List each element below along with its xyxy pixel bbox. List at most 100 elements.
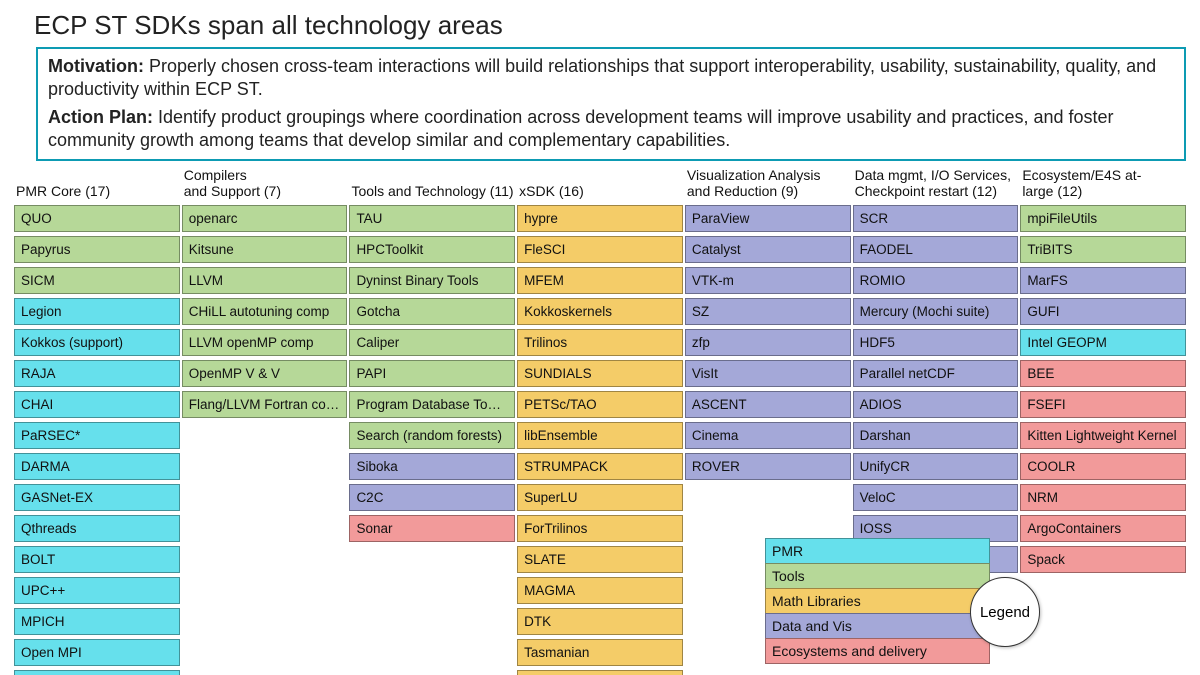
sdk-cell: PETSc/TAO [517,391,683,418]
sdk-cell: Ginkgo [517,670,683,675]
sdk-cell: Search (random forests) [349,422,515,449]
sdk-cell: Spack [1020,546,1186,573]
sdk-cell: CHAI [14,391,180,418]
column-header: Ecosystem/E4S at-large (12) [1022,165,1186,199]
column-header: Tools and Technology (11) [351,165,515,199]
sdk-cell: FSEFI [1020,391,1186,418]
column-header: PMR Core (17) [16,165,180,199]
sdk-cell: GASNet-EX [14,484,180,511]
sdk-cell: Flang/LLVM Fortran comp [182,391,348,418]
sdk-cell: MPICH [14,608,180,635]
sdk-cell: LLVM [182,267,348,294]
sdk-cell: Kitsune [182,236,348,263]
sdk-cell: Kitten Lightweight Kernel [1020,422,1186,449]
sdk-cell: MFEM [517,267,683,294]
sdk-cell: Cinema [685,422,851,449]
legend-badge: Legend [970,577,1040,647]
legend: PMRToolsMath LibrariesData and VisEcosys… [765,538,990,664]
sdk-cell: SCR [853,205,1019,232]
sdk-cell: UPC++ [14,577,180,604]
sdk-cell: hypre [517,205,683,232]
sdk-cell: COOLR [1020,453,1186,480]
sdk-cell: UnifyCR [853,453,1019,480]
sdk-cell: OpenMP V & V [182,360,348,387]
sdk-cell: Gotcha [349,298,515,325]
sdk-cell: Trilinos [517,329,683,356]
sdk-cell: mpiFileUtils [1020,205,1186,232]
sdk-cell: SLATE [517,546,683,573]
sdk-cell: Sonar [349,515,515,542]
sdk-cell: DARMA [14,453,180,480]
legend-item: Data and Vis [765,613,990,638]
sdk-cell: Parallel netCDF [853,360,1019,387]
column: PMR Core (17) QUO Papyrus SICM Legion Kokkos … [14,165,180,675]
sdk-cell: C2C [349,484,515,511]
column-header: Data mgmt, I/O Services, Checkpoint rest… [855,165,1019,199]
legend-item: Math Libraries [765,588,990,613]
column-header: Visualization Analysis and Reduction (9) [687,165,851,199]
sdk-cell: SUNDIALS [517,360,683,387]
page-title: ECP ST SDKs span all technology areas [34,10,1186,41]
sdk-cell: ForTrilinos [517,515,683,542]
sdk-cell: VTK-m [685,267,851,294]
sdk-cell: MarFS [1020,267,1186,294]
sdk-cell: Tasmanian [517,639,683,666]
sdk-cell: ADIOS [853,391,1019,418]
sdk-cell: BEE [1020,360,1186,387]
sdk-cell: PaRSEC* [14,422,180,449]
sdk-cell: Kokkos (support) [14,329,180,356]
sdk-cell: BOLT [14,546,180,573]
sdk-cell: Caliper [349,329,515,356]
sdk-cell: ROMIO [853,267,1019,294]
column: xSDK (16) hypre FleSCI MFEM Kokkoskernels Tri… [517,165,683,675]
sdk-cell: GUFI [1020,298,1186,325]
sdk-cell: Qthreads [14,515,180,542]
sdk-cell: ROVER [685,453,851,480]
sdk-cell: STRUMPACK [517,453,683,480]
action-plan-text: Action Plan: Identify product groupings … [48,106,1174,151]
sdk-cell: LLVM openMP comp [182,329,348,356]
sdk-cell: SuperLU [517,484,683,511]
column-header: Compilers and Support (7) [184,165,348,199]
sdk-cell: HPCToolkit [349,236,515,263]
sdk-cell: HDF5 [853,329,1019,356]
sdk-cell: Darshan [853,422,1019,449]
sdk-cell: Umpire [14,670,180,675]
sdk-cell: ParaView [685,205,851,232]
legend-item: Ecosystems and delivery [765,638,990,664]
sdk-cell: Kokkoskernels [517,298,683,325]
sdk-cell: DTK [517,608,683,635]
sdk-cell: SZ [685,298,851,325]
context-box: Motivation: Properly chosen cross-team i… [36,47,1186,161]
sdk-cell: QUO [14,205,180,232]
sdk-cell: zfp [685,329,851,356]
sdk-cell: VeloC [853,484,1019,511]
sdk-cell: Dyninst Binary Tools [349,267,515,294]
column: Ecosystem/E4S at-large (12) mpiFileUtils T… [1020,165,1186,675]
sdk-cell: openarc [182,205,348,232]
sdk-cell: Program Database Toolkit [349,391,515,418]
sdk-cell: FAODEL [853,236,1019,263]
column: Tools and Technology (11)TAUHPCToolkitDy… [349,165,515,675]
legend-item: PMR [765,538,990,563]
sdk-cell: VisIt [685,360,851,387]
sdk-cell: FleSCI [517,236,683,263]
column-header: xSDK (16) [519,165,683,199]
sdk-cell: RAJA [14,360,180,387]
motivation-text: Motivation: Properly chosen cross-team i… [48,55,1174,100]
sdk-cell: Papyrus [14,236,180,263]
sdk-cell: Mercury (Mochi suite) [853,298,1019,325]
sdk-cell: Catalyst [685,236,851,263]
sdk-cell: NRM [1020,484,1186,511]
legend-item: Tools [765,563,990,588]
sdk-cell: SICM [14,267,180,294]
sdk-cell: TriBITS [1020,236,1186,263]
sdk-cell: libEnsemble [517,422,683,449]
sdk-cell: MAGMA [517,577,683,604]
column: Compilers and Support (7) openarc Kitsune L… [182,165,348,675]
sdk-cell: Siboka [349,453,515,480]
sdk-cell: ArgoContainers [1020,515,1186,542]
sdk-cell: PAPI [349,360,515,387]
sdk-cell: Legion [14,298,180,325]
sdk-cell: Intel GEOPM [1020,329,1186,356]
